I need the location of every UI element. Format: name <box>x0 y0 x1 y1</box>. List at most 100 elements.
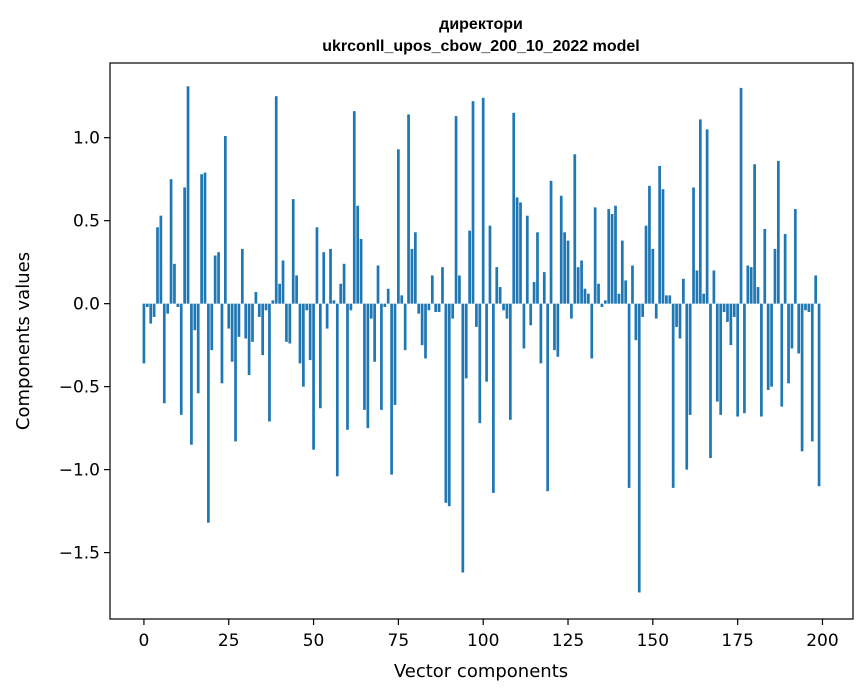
bar-136 <box>603 300 607 304</box>
bar-51 <box>315 227 319 304</box>
bar-21 <box>213 255 217 304</box>
bar-0 <box>142 303 146 364</box>
bar-59 <box>342 263 346 304</box>
bar-168 <box>712 270 716 304</box>
bar-72 <box>386 288 390 304</box>
bar-3 <box>152 303 156 317</box>
bar-195 <box>804 303 807 311</box>
bar-151 <box>654 303 658 319</box>
bar-107 <box>505 303 509 319</box>
bar-171 <box>722 303 726 312</box>
bar-157 <box>675 303 678 327</box>
bar-153 <box>661 189 665 304</box>
bar-47 <box>302 303 305 387</box>
bar-142 <box>624 280 628 304</box>
bar-187 <box>777 160 780 304</box>
bar-39 <box>274 96 278 304</box>
bar-67 <box>369 303 373 319</box>
bar-128 <box>576 267 580 304</box>
bar-126 <box>570 303 573 319</box>
bar-150 <box>651 248 655 304</box>
bar-27 <box>234 303 237 442</box>
bar-7 <box>166 303 170 314</box>
bar-55 <box>329 248 332 304</box>
bar-60 <box>346 303 349 430</box>
bar-89 <box>444 303 448 503</box>
bar-26 <box>230 303 234 362</box>
bar-132 <box>590 303 594 359</box>
bar-152 <box>658 165 661 304</box>
bar-127 <box>573 154 577 304</box>
bar-111 <box>519 202 522 304</box>
bar-192 <box>793 209 797 304</box>
bar-170 <box>719 303 723 415</box>
bar-50 <box>312 303 315 450</box>
bar-100 <box>481 97 485 304</box>
bar-37 <box>268 303 271 422</box>
chart-title-line-1: директори <box>439 16 523 33</box>
bar-166 <box>705 129 709 304</box>
bar-35 <box>261 303 265 356</box>
bar-185 <box>770 303 773 387</box>
bar-94 <box>461 303 465 573</box>
bar-33 <box>254 292 258 304</box>
bar-108 <box>508 303 512 420</box>
x-tick-label: 75 <box>388 631 410 651</box>
bar-124 <box>563 232 566 304</box>
plot-frame <box>109 62 854 620</box>
bar-106 <box>502 303 505 311</box>
y-axis-ticks: −1.5 −1.0 −0.5 0.0 0.5 1.0 <box>59 129 110 564</box>
bar-105 <box>498 287 502 304</box>
chart-title-line-2: ukrconll_upos_cbow_200_10_2022 model <box>322 38 639 55</box>
bar-68 <box>373 303 376 362</box>
bar-155 <box>668 295 672 304</box>
bar-6 <box>162 303 166 404</box>
bar-196 <box>807 303 811 312</box>
bar-74 <box>393 303 397 405</box>
bar-143 <box>627 303 631 488</box>
bar-110 <box>515 197 519 304</box>
bar-160 <box>685 303 689 470</box>
bar-36 <box>264 303 268 311</box>
bar-95 <box>464 303 468 379</box>
bar-173 <box>729 303 733 346</box>
bar-31 <box>247 303 251 376</box>
bar-15 <box>193 303 197 331</box>
bar-179 <box>749 267 753 304</box>
bar-130 <box>583 288 587 304</box>
bar-10 <box>176 303 180 307</box>
bar-61 <box>349 303 353 311</box>
bar-113 <box>525 215 529 304</box>
y-axis-label: Components values <box>13 252 34 430</box>
bar-103 <box>492 303 495 493</box>
bar-48 <box>305 303 309 311</box>
bar-198 <box>814 275 818 304</box>
bar-158 <box>678 303 682 339</box>
bar-193 <box>797 303 801 354</box>
bar-87 <box>437 303 441 312</box>
bar-169 <box>715 303 719 402</box>
bar-184 <box>766 303 770 390</box>
bar-188 <box>780 303 784 407</box>
bar-163 <box>695 270 699 304</box>
bar-64 <box>359 238 363 304</box>
bar-79 <box>410 248 414 304</box>
bar-75 <box>397 149 400 304</box>
bar-40 <box>278 283 281 304</box>
bar-131 <box>587 293 590 304</box>
bar-172 <box>726 303 729 322</box>
bar-78 <box>407 114 410 304</box>
bar-148 <box>644 225 648 304</box>
bar-164 <box>698 119 702 304</box>
bar-23 <box>220 303 224 384</box>
bar-62 <box>352 111 356 304</box>
bar-20 <box>210 303 214 351</box>
x-tick-label: 50 <box>303 631 325 651</box>
bar-76 <box>400 295 404 304</box>
bar-56 <box>332 300 336 304</box>
bar-57 <box>335 303 339 477</box>
bar-147 <box>641 303 645 317</box>
bar-133 <box>593 207 597 304</box>
bar-141 <box>620 240 624 304</box>
bar-16 <box>196 303 200 394</box>
